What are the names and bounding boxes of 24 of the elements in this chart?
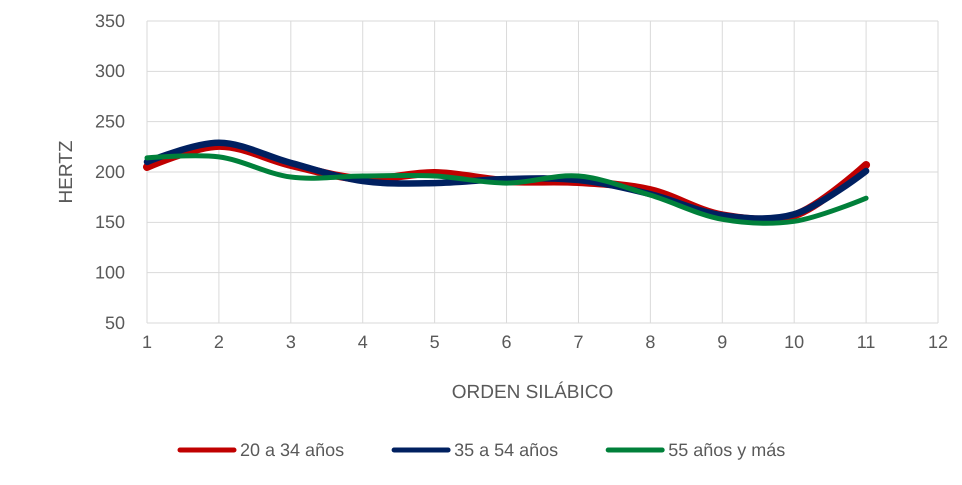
legend-label: 20 a 34 años <box>240 440 344 460</box>
y-tick-label: 200 <box>94 162 125 182</box>
x-tick-label: 5 <box>430 332 440 352</box>
x-tick-label: 10 <box>784 332 804 352</box>
y-tick-label: 50 <box>104 312 125 333</box>
legend-label: 55 años y más <box>668 440 786 460</box>
y-axis-title: HERTZ <box>56 140 77 204</box>
y-tick-label: 100 <box>94 262 125 282</box>
x-tick-label: 11 <box>856 332 876 352</box>
x-tick-label: 3 <box>286 332 296 352</box>
y-tick-label: 150 <box>94 212 125 232</box>
x-tick-label: 7 <box>573 332 584 352</box>
x-tick-label: 12 <box>928 332 948 352</box>
x-tick-label: 4 <box>358 332 368 352</box>
x-axis-title: ORDEN SILÁBICO <box>452 381 614 403</box>
y-tick-label: 250 <box>94 111 125 132</box>
x-tick-label: 6 <box>502 332 512 352</box>
y-tick-label: 350 <box>94 10 125 31</box>
legend-label: 35 a 54 años <box>454 440 558 460</box>
x-tick-label: 9 <box>717 332 728 352</box>
x-tick-label: 8 <box>645 332 656 352</box>
x-tick-label: 2 <box>214 332 224 352</box>
y-tick-label: 300 <box>94 61 125 82</box>
x-tick-label: 1 <box>142 332 152 352</box>
